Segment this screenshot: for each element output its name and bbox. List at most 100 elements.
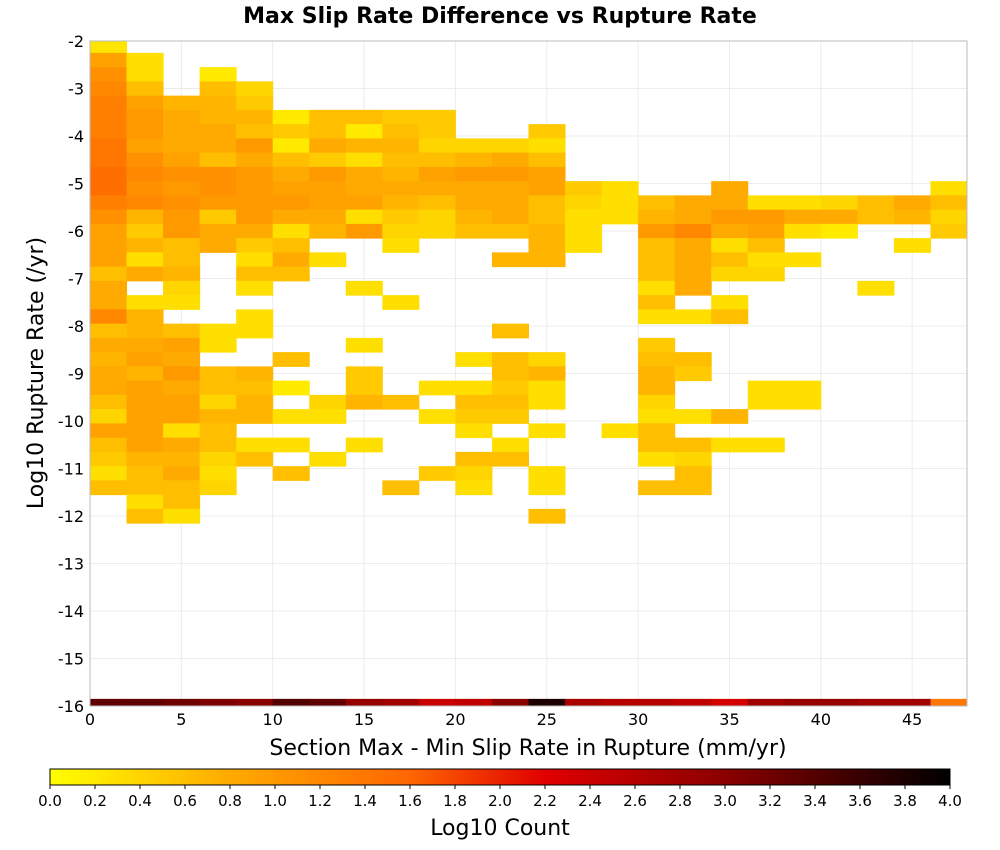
- heatmap-cell: [272, 195, 310, 211]
- heatmap-cell: [90, 366, 128, 382]
- heatmap-cell: [820, 195, 858, 211]
- chart-title: Max Slip Rate Difference vs Rupture Rate: [243, 4, 757, 29]
- heatmap-cell: [491, 380, 529, 396]
- heatmap-cell: [163, 181, 201, 196]
- heatmap-cell: [930, 209, 968, 225]
- heatmap-cell: [418, 698, 456, 707]
- heatmap-cell: [236, 124, 274, 139]
- heatmap-cell: [236, 181, 274, 196]
- heatmap-cell: [382, 152, 420, 168]
- heatmap-cell: [711, 209, 749, 225]
- heatmap-cell: [345, 124, 383, 139]
- heatmap-cell: [418, 181, 456, 196]
- colorbar-tick-label: 3.8: [893, 792, 917, 810]
- heatmap-cell: [674, 451, 712, 467]
- heatmap-cell: [455, 138, 493, 154]
- heatmap-cell: [674, 195, 712, 211]
- plot-border: [89, 40, 968, 707]
- heatmap-cell: [418, 195, 456, 211]
- heatmap-cell: [638, 366, 676, 382]
- heatmap-cell: [528, 480, 566, 496]
- colorbar-tick-label: 4.0: [938, 792, 962, 810]
- heatmap-cell: [236, 409, 274, 424]
- heatmap-cell: [711, 223, 749, 239]
- heatmap-cell: [163, 698, 201, 707]
- y-tick-label: -16: [58, 697, 84, 716]
- heatmap-cell: [638, 337, 676, 353]
- colorbar-tick-label: 2.6: [623, 792, 647, 810]
- heatmap-cell: [236, 152, 274, 168]
- heatmap-cell: [309, 181, 347, 196]
- heatmap-cell: [674, 280, 712, 296]
- heatmap-cell: [236, 451, 274, 467]
- heatmap-cell: [455, 409, 493, 424]
- heatmap-cell: [747, 266, 785, 282]
- heatmap-cell: [163, 480, 201, 496]
- colorbar: [49, 768, 951, 786]
- heatmap-cell: [345, 337, 383, 353]
- heatmap-cell: [90, 52, 128, 68]
- x-axis-ticks: 0 5 10 15 20 25 30 35 40 45: [85, 710, 922, 729]
- heatmap-cell: [382, 124, 420, 139]
- heatmap-cell: [491, 138, 529, 154]
- heatmap-cell: [126, 195, 164, 211]
- heatmap-cell: [199, 138, 237, 154]
- heatmap-cell: [199, 67, 237, 82]
- heatmap-cell: [747, 238, 785, 253]
- colorbar-tick-label: 1.8: [443, 792, 467, 810]
- heatmap-cell: [491, 209, 529, 225]
- heatmap-cell: [455, 466, 493, 481]
- heatmap-cell: [345, 698, 383, 707]
- heatmap-cell: [309, 451, 347, 467]
- heatmap-cell: [90, 466, 128, 481]
- heatmap-cell: [126, 223, 164, 239]
- heatmap-cell: [126, 480, 164, 496]
- heatmap-cell: [674, 223, 712, 239]
- heatmap-cell: [272, 209, 310, 225]
- heatmap-cell: [236, 380, 274, 396]
- heatmap-cell: [674, 266, 712, 282]
- heatmap-cell: [528, 423, 566, 439]
- heatmap-cell: [236, 109, 274, 125]
- heatmap-cell: [272, 109, 310, 125]
- colorbar-tick-label: 0.2: [83, 792, 107, 810]
- colorbar-tick-label: 1.6: [398, 792, 422, 810]
- heatmap-cell: [638, 423, 676, 439]
- heatmap-cell: [711, 295, 749, 310]
- x-tick-label: 10: [263, 710, 283, 729]
- heatmap-cell: [638, 195, 676, 211]
- heatmap-cell: [126, 252, 164, 268]
- heatmap-cell: [345, 181, 383, 196]
- heatmap-cell: [309, 195, 347, 211]
- x-tick-label: 5: [176, 710, 186, 729]
- y-tick-label: -3: [68, 80, 84, 99]
- heatmap-cell: [163, 295, 201, 310]
- heatmap-cell: [455, 698, 493, 707]
- heatmap-cell: [747, 223, 785, 239]
- heatmap-cell: [90, 437, 128, 453]
- heatmap-cell: [674, 252, 712, 268]
- heatmap-cell: [126, 124, 164, 139]
- heatmap-cell: [893, 209, 931, 225]
- heatmap-cell: [90, 138, 128, 154]
- heatmap-cell: [491, 181, 529, 196]
- y-tick-label: -4: [68, 127, 84, 146]
- heatmap-cell: [418, 152, 456, 168]
- heatmap-cell: [455, 380, 493, 396]
- heatmap-cell: [126, 494, 164, 510]
- heatmap-cell: [674, 698, 712, 707]
- heatmap-cell: [491, 394, 529, 410]
- heatmap-cell: [674, 480, 712, 496]
- heatmap-cell: [126, 423, 164, 439]
- heatmap-cell: [382, 394, 420, 410]
- heatmap-cell: [90, 41, 128, 54]
- heatmap-cell: [90, 323, 128, 339]
- heatmap-cell: [857, 280, 895, 296]
- heatmap-cell: [930, 195, 968, 211]
- heatmap-cell: [236, 223, 274, 239]
- heatmap-cell: [528, 698, 566, 707]
- heatmap-cell: [236, 138, 274, 154]
- heatmap-cell: [272, 223, 310, 239]
- heatmap-cell: [491, 366, 529, 382]
- y-tick-label: -2: [68, 32, 84, 51]
